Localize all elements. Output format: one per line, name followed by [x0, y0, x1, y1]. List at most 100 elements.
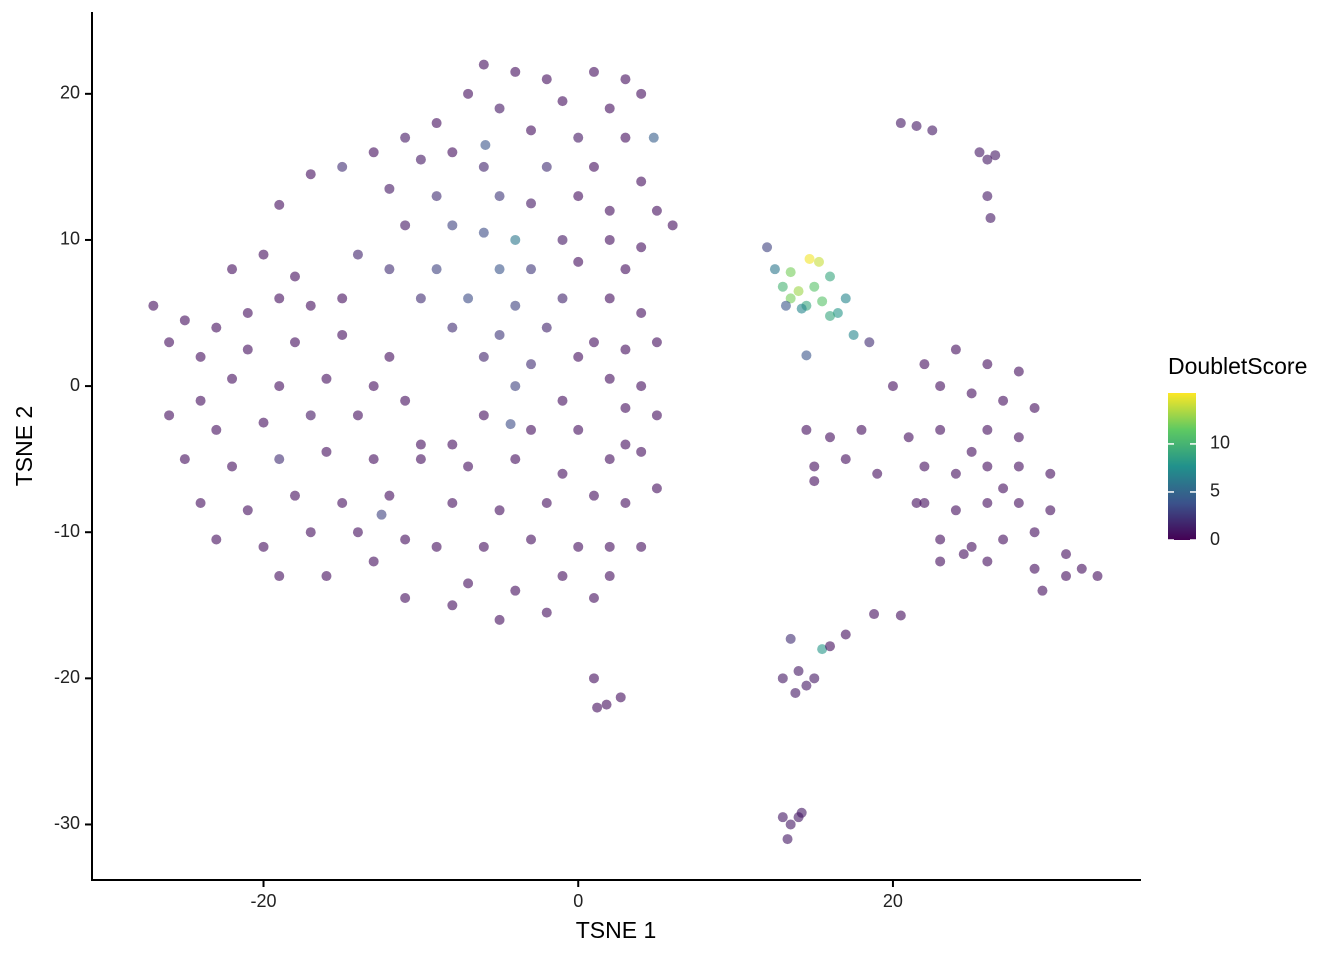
point [636, 446, 647, 457]
point [305, 527, 316, 538]
point [780, 300, 791, 311]
point [478, 351, 489, 362]
point [505, 419, 516, 430]
point [895, 610, 906, 621]
point [526, 198, 537, 209]
point [573, 351, 584, 362]
point [195, 497, 206, 508]
point [494, 103, 505, 114]
point [588, 673, 599, 684]
colorbar [1168, 393, 1196, 540]
point [289, 271, 300, 282]
point [817, 644, 828, 655]
point [526, 264, 537, 275]
y-axis-title: TSNE 2 [11, 406, 37, 487]
y-tick-label: -20 [54, 667, 80, 687]
point [400, 132, 411, 143]
point [1029, 403, 1040, 414]
point [604, 205, 615, 216]
point [447, 322, 458, 333]
point [990, 150, 1001, 161]
point [573, 191, 584, 202]
point [604, 454, 615, 465]
point [1013, 366, 1024, 377]
point [985, 213, 996, 224]
point [478, 161, 489, 172]
y-tick-label: 10 [60, 229, 80, 249]
point [526, 424, 537, 435]
point [258, 541, 269, 552]
point [447, 600, 458, 611]
point [588, 490, 599, 501]
point [887, 381, 898, 392]
point [573, 541, 584, 552]
point [998, 395, 1009, 406]
point [164, 337, 175, 348]
point [573, 424, 584, 435]
legend-title: DoubletScore [1168, 353, 1307, 379]
point [982, 461, 993, 472]
point [615, 692, 626, 703]
point [494, 329, 505, 340]
point [447, 497, 458, 508]
point [415, 154, 426, 165]
point [447, 220, 458, 231]
point [274, 454, 285, 465]
point [480, 139, 491, 150]
point [620, 497, 631, 508]
point [785, 633, 796, 644]
point [431, 118, 442, 129]
point [801, 350, 812, 361]
point [321, 571, 332, 582]
point [242, 344, 253, 355]
point [510, 300, 521, 311]
point [796, 807, 807, 818]
point [651, 205, 662, 216]
points [148, 59, 1103, 845]
point [790, 687, 801, 698]
point [510, 234, 521, 245]
point [1045, 505, 1056, 516]
point [982, 424, 993, 435]
point [950, 505, 961, 516]
colorbar-tick-label: 5 [1210, 481, 1220, 501]
point [510, 585, 521, 596]
point [848, 329, 859, 340]
point [557, 571, 568, 582]
point [384, 490, 395, 501]
point [494, 614, 505, 625]
point [813, 256, 824, 267]
point [856, 424, 867, 435]
point [982, 556, 993, 567]
point [478, 541, 489, 552]
point [620, 264, 631, 275]
point [817, 296, 828, 307]
point [1029, 527, 1040, 538]
point [352, 410, 363, 421]
point [337, 161, 348, 172]
point [777, 281, 788, 292]
point [1076, 563, 1087, 574]
point [557, 234, 568, 245]
point [825, 310, 836, 321]
point [368, 454, 379, 465]
point [305, 300, 316, 311]
point [636, 242, 647, 253]
point [195, 395, 206, 406]
point [762, 242, 773, 253]
point [982, 497, 993, 508]
point [796, 303, 807, 314]
point [809, 673, 820, 684]
point [832, 308, 843, 319]
point [648, 132, 659, 143]
point [573, 256, 584, 267]
point [604, 571, 615, 582]
point [337, 497, 348, 508]
point [1037, 585, 1048, 596]
point [966, 541, 977, 552]
point [777, 812, 788, 823]
point [620, 132, 631, 143]
point [368, 147, 379, 158]
